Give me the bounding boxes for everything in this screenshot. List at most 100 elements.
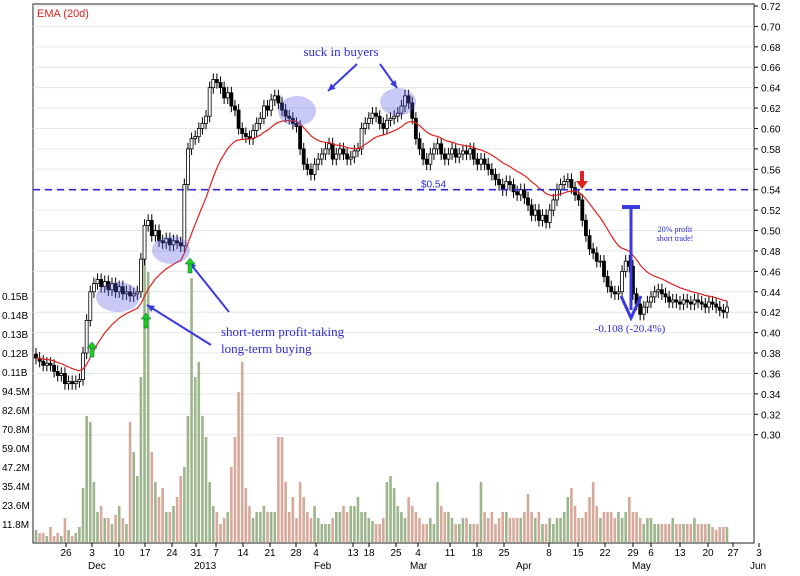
volume-tick-label: 23.6M [2,501,30,512]
volume-bar [566,497,570,542]
candle-body [44,362,49,366]
volume-bar [544,524,548,542]
volume-bar [382,518,385,542]
candle-body [717,306,722,311]
volume-bar [186,416,190,542]
buy-arrow-head [86,341,98,349]
volume-bar [656,524,660,542]
volume-bar [128,422,132,542]
volume-bar [363,512,367,542]
candle-body [508,181,512,186]
volume-bar [255,512,258,542]
candle-body [298,126,302,150]
volume-bar [631,512,635,542]
candle-body [157,230,161,242]
volume-bar [107,518,110,542]
buy-arrow-shaft [187,262,193,274]
candle-body [337,148,342,155]
volume-tick-label: 82.6M [2,406,30,417]
label-profit-taking: short-term profit-taking [221,324,345,339]
candle-body [410,102,415,119]
candle-body [475,158,480,165]
volume-bar [403,518,407,542]
volume-bar [356,497,360,542]
volume-bar [248,506,251,542]
volume-bar [573,506,577,542]
volume-bar [483,512,486,542]
volume-bar [617,512,620,542]
volume-bar [638,518,642,542]
candle-body [659,289,664,295]
volume-bar [660,524,664,542]
candle-body [88,291,93,321]
volume-bar [63,518,67,542]
month-label: May [632,561,651,572]
volume-bar [313,506,316,542]
price-tick-label: 0.68 [761,43,781,54]
volume-bar [70,536,74,542]
buy-arrow-shaft [143,317,149,329]
candle-body [34,353,38,359]
volume-bar [497,518,501,542]
candle-body [135,291,140,295]
volume-bar [45,536,49,542]
candle-body [569,179,574,189]
price-tick-label: 0.52 [761,206,781,217]
volume-bar [421,524,425,542]
candle-body [153,230,158,237]
candle-body [204,115,208,124]
buy-arrow-shaft [89,346,95,358]
volume-bar [548,518,552,542]
candle-body [110,283,114,291]
volume-bar [338,512,342,542]
volume-bar [407,497,410,542]
candle-body [522,189,527,199]
volume-bar [327,524,331,542]
date-tick-label: 18 [471,548,483,559]
candle-body [164,238,169,244]
volume-bar [353,506,356,542]
volume-bar [92,482,96,542]
arrow-profit-taking [188,261,230,313]
volume-bar [208,482,211,542]
volume-bar [414,512,418,542]
candle-body [254,122,259,131]
volume-bar [533,518,537,542]
sell-arrow-shaft [580,171,584,181]
volume-bar [302,497,306,542]
candle-body [565,179,570,182]
price-tick-label: 0.46 [761,267,781,278]
volume-bars [34,254,729,542]
volume-bar [226,512,230,542]
volume-bar [682,524,685,542]
volume-bar [110,524,114,542]
candle-body [66,381,71,385]
volume-tick-label: 35.4M [2,482,30,493]
candle-body [696,299,700,303]
candle-body [269,99,274,111]
candle-body [504,181,509,191]
candle-body [385,119,389,129]
candle-body [106,281,111,291]
volume-bar [725,527,729,542]
candle-body [214,79,219,83]
candle-body [131,293,136,297]
price-tick-label: 0.44 [761,288,781,299]
volume-bar [454,524,457,542]
date-tick-label: 22 [599,548,611,559]
volume-bar [722,527,725,542]
volume-bar [432,524,436,542]
candle-body [623,260,628,272]
arrow-suck-left-head [328,83,336,91]
volume-bar [360,512,363,542]
volume-bar [396,506,400,542]
price-tick-label: 0.70 [761,22,781,33]
volume-bar [157,497,161,542]
volume-bar [523,512,526,542]
date-tick-label: 7 [213,548,219,559]
price-tick-label: 0.32 [761,410,781,421]
candle-body [323,148,328,155]
volume-bar [125,524,128,542]
date-tick-label: 3 [89,548,95,559]
candle-body [272,95,277,101]
